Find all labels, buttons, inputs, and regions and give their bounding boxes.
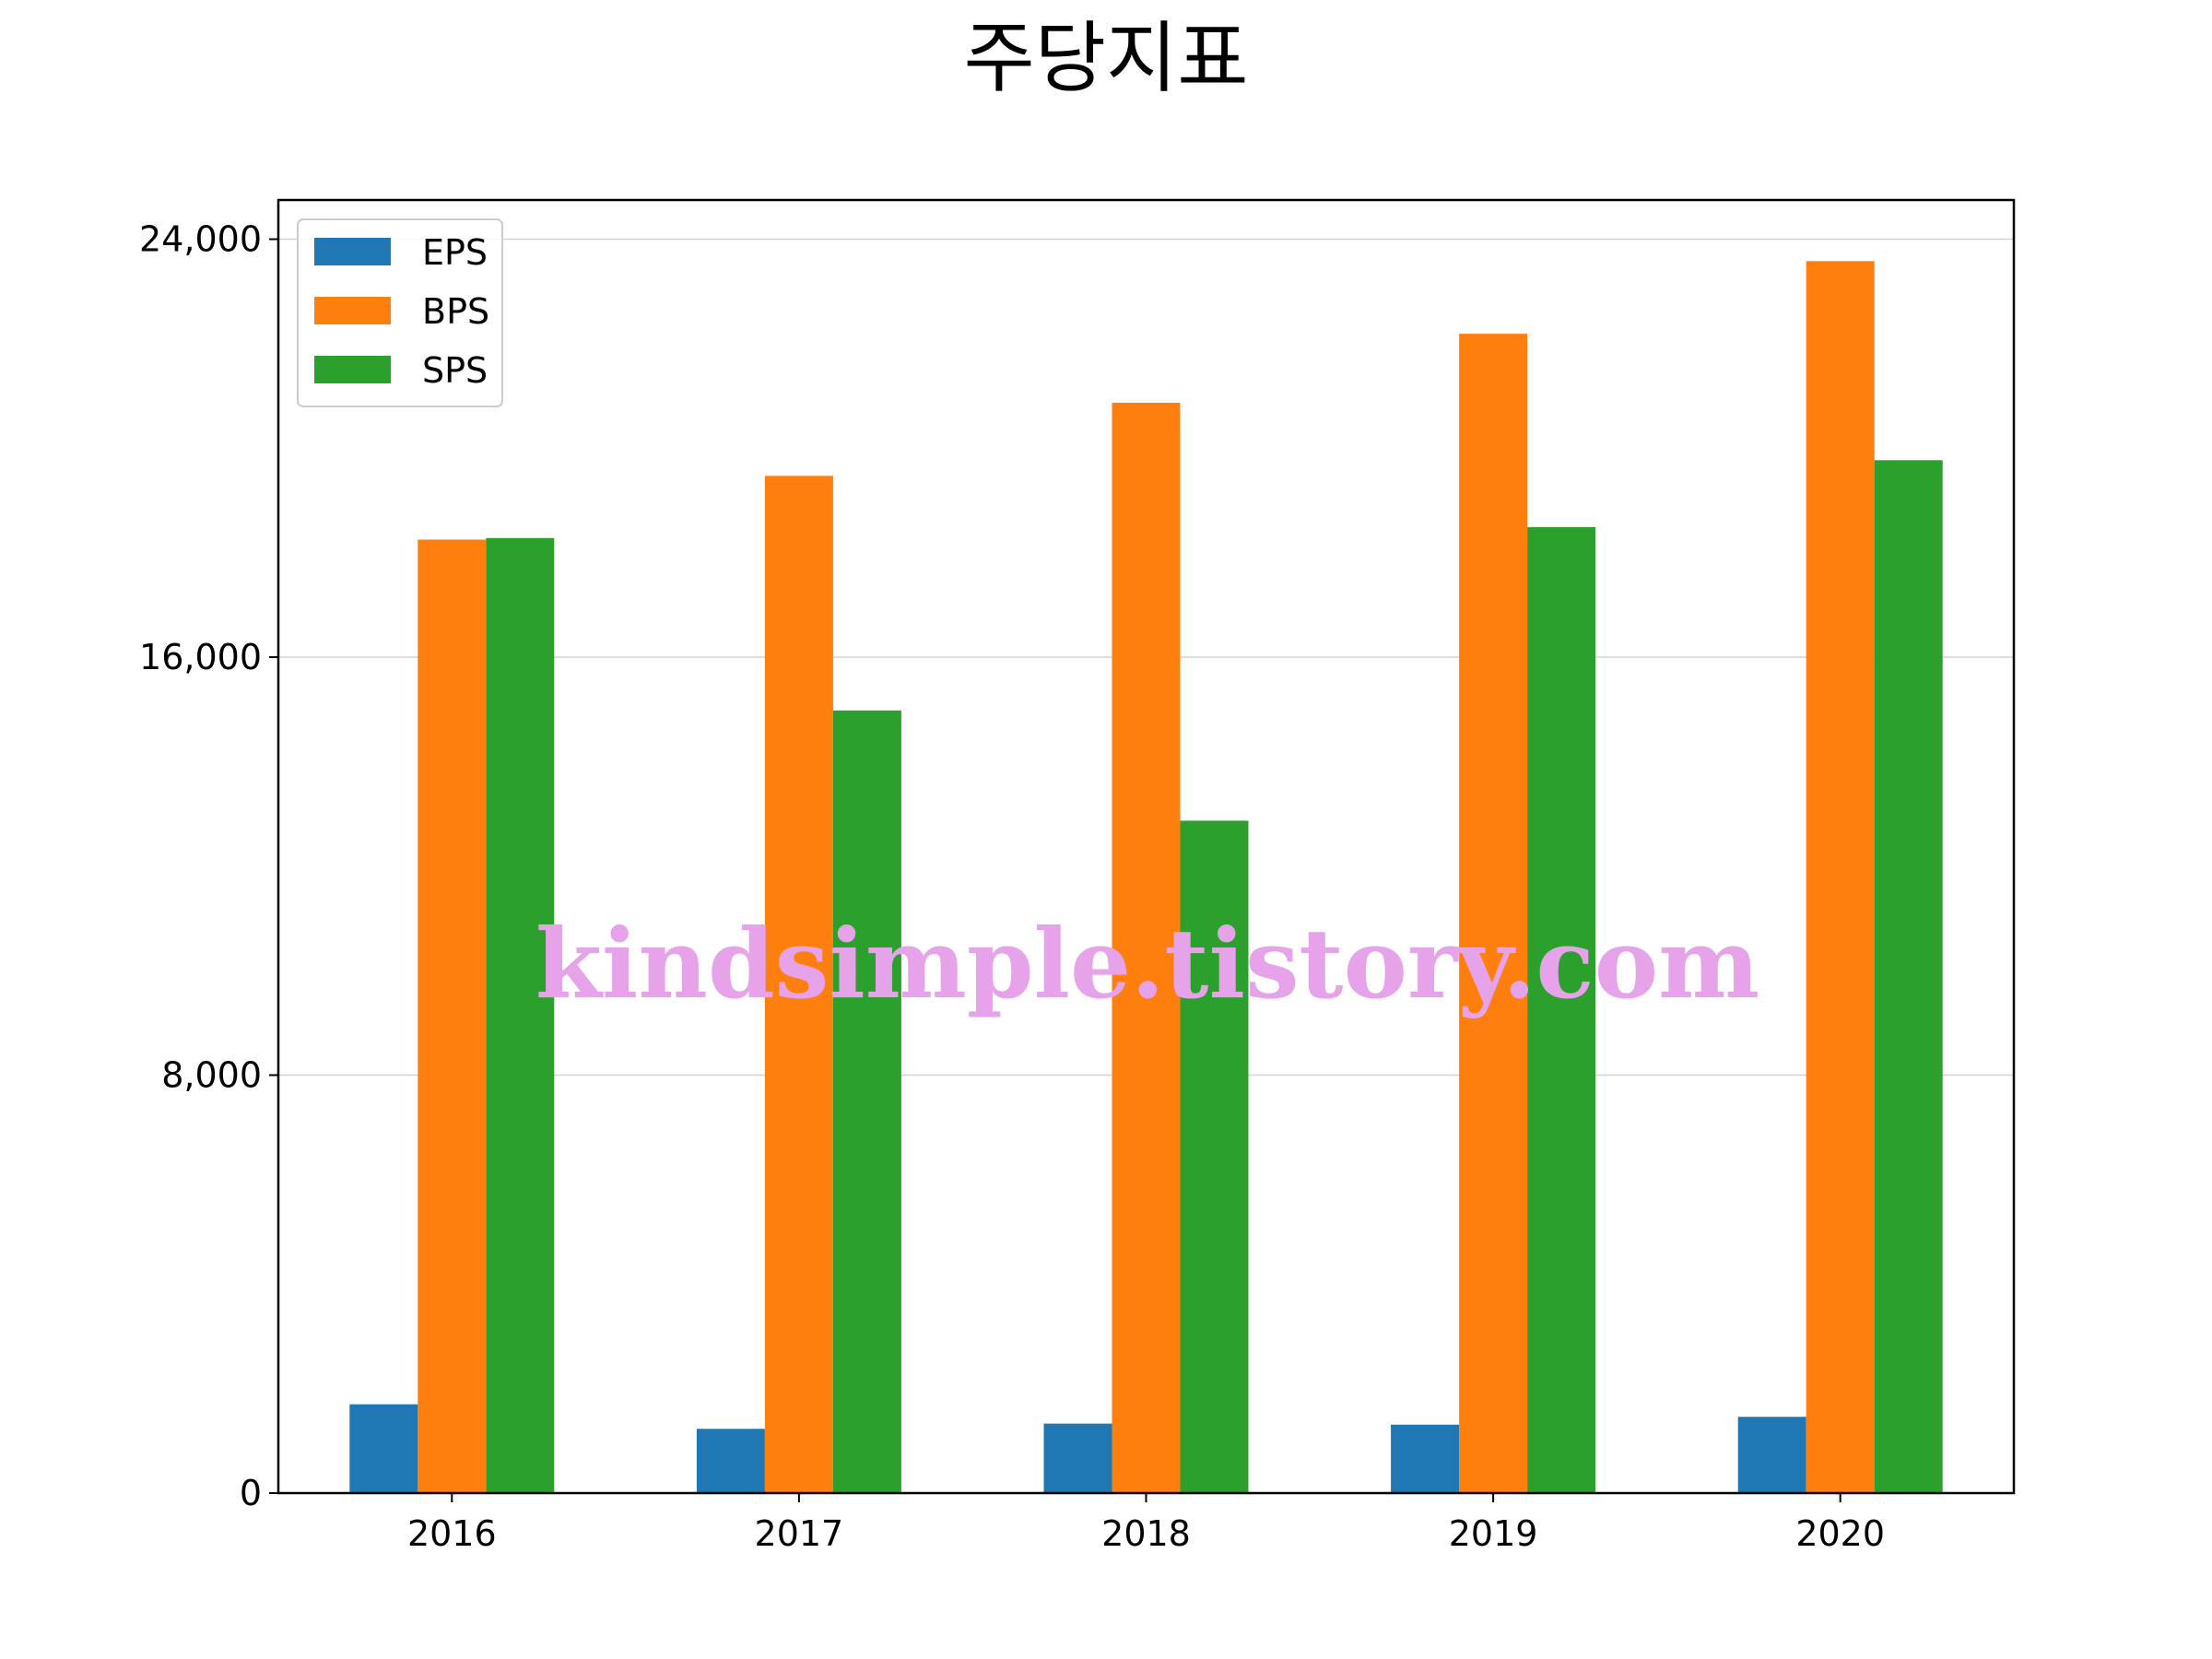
legend-label-eps: EPS	[422, 232, 488, 273]
legend-swatch-eps	[314, 238, 391, 265]
bar-bps-2017	[764, 476, 833, 1493]
y-axis: 0 8,000 16,000 24,000	[139, 219, 278, 1513]
bar-sps-2016	[486, 537, 555, 1493]
x-tick-label: 2020	[1795, 1513, 1885, 1554]
bar-eps-2020	[1737, 1417, 1806, 1493]
bar-bps-2019	[1459, 334, 1528, 1493]
chart-title: 주당지표	[963, 13, 1248, 103]
x-tick-label: 2017	[755, 1513, 844, 1554]
x-axis: 2016 2017 2018 2019 2020	[407, 1493, 1885, 1554]
legend-label-bps: BPS	[422, 291, 489, 332]
legend-swatch-sps	[314, 356, 391, 383]
plot-frame	[276, 198, 2016, 1495]
bar-eps-2018	[1043, 1423, 1112, 1493]
bar-eps-2016	[349, 1404, 418, 1493]
legend-label-sps: SPS	[422, 350, 488, 391]
bar-sps-2020	[1874, 460, 1943, 1494]
bar-sps-2019	[1527, 526, 1596, 1493]
x-tick-label: 2018	[1101, 1513, 1191, 1554]
bar-sps-2017	[832, 710, 901, 1493]
y-tick-label: 16,000	[139, 637, 262, 677]
bar-bps-2016	[418, 539, 487, 1494]
x-tick-label: 2016	[407, 1513, 497, 1554]
bar-bps-2018	[1112, 402, 1181, 1493]
bar-eps-2019	[1391, 1424, 1460, 1493]
bar-eps-2017	[696, 1429, 765, 1493]
y-tick-label: 8,000	[161, 1055, 262, 1096]
legend-swatch-bps	[314, 297, 391, 324]
bars-group	[349, 261, 1943, 1494]
bar-sps-2018	[1180, 820, 1249, 1493]
y-tick-label: 24,000	[139, 219, 262, 260]
watermark-text: kindsimple.tistory.com	[535, 907, 1759, 1020]
y-tick-label: 0	[240, 1473, 262, 1513]
legend: EPS BPS SPS	[297, 218, 503, 407]
x-tick-label: 2019	[1449, 1513, 1538, 1554]
bar-bps-2020	[1806, 261, 1875, 1494]
